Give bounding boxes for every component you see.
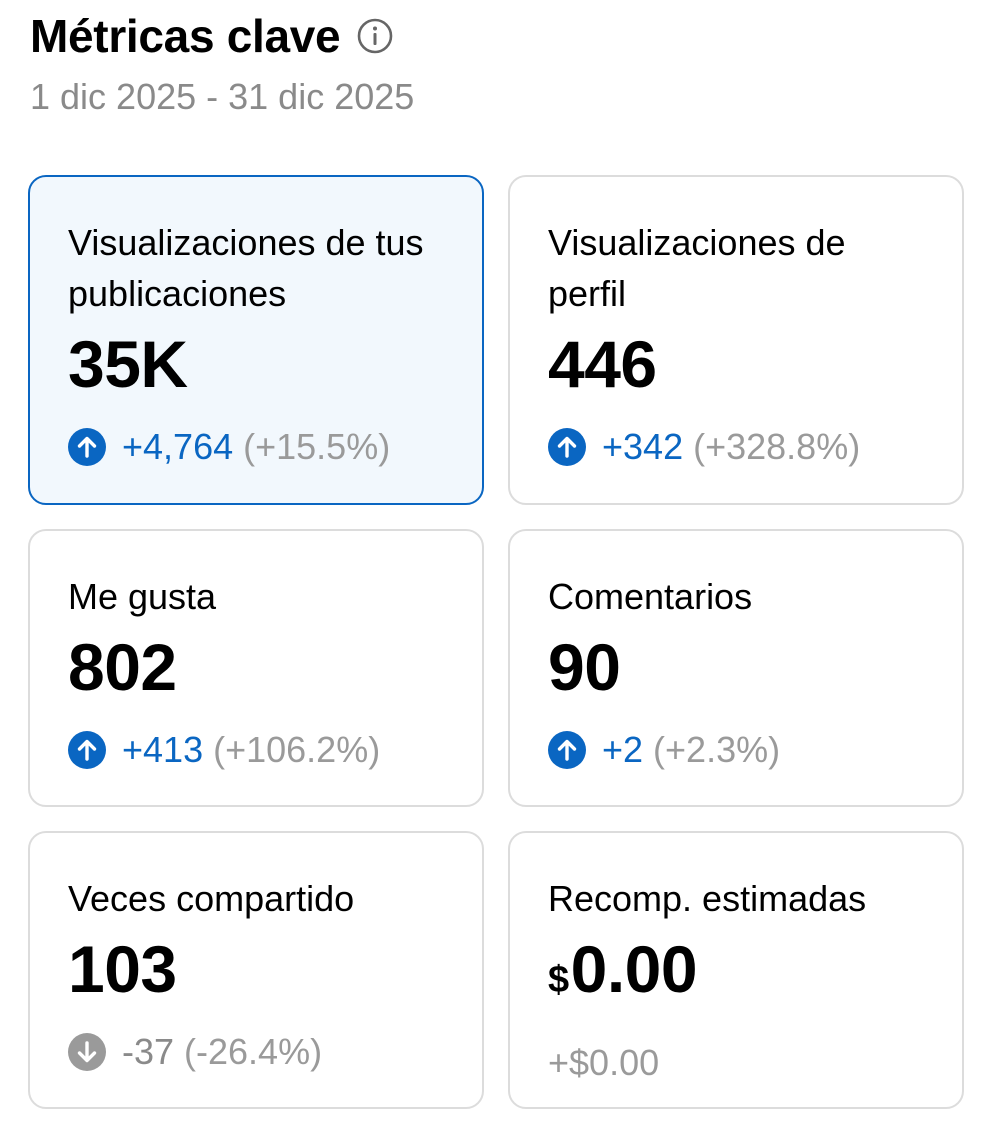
arrow-up-circle-icon <box>68 731 106 769</box>
metric-change: +4,764 (+15.5%) <box>68 425 444 469</box>
date-range: 1 dic 2025 - 31 dic 2025 <box>30 76 415 117</box>
metric-percent: (+2.3%) <box>653 729 781 770</box>
metric-percent: (+106.2%) <box>213 729 381 770</box>
metric-label: Visualizaciones de perfil <box>548 222 846 314</box>
metric-delta: +342 <box>602 426 684 467</box>
metric-label: Visualizaciones de tus publicaciones <box>68 222 424 314</box>
metric-change: +2 (+2.3%) <box>548 728 924 772</box>
metric-card-comments[interactable]: Comentarios 90 +2 (+2.3%) <box>508 529 964 807</box>
metric-value: 35K <box>68 327 188 401</box>
metric-percent: (-26.4%) <box>184 1031 323 1072</box>
metric-card-shares[interactable]: Veces compartido 103 -37 (-26.4%) <box>28 831 484 1109</box>
arrow-down-circle-icon <box>68 1033 106 1071</box>
arrow-up-circle-icon <box>548 428 586 466</box>
metric-value: 446 <box>548 327 657 401</box>
metric-card-post-views[interactable]: Visualizaciones de tus publicaciones 35K… <box>28 175 484 505</box>
arrow-up-circle-icon <box>68 428 106 466</box>
metric-value: 0.00 <box>570 932 698 1006</box>
metric-change: +413 (+106.2%) <box>68 728 444 772</box>
page-title: Métricas clave <box>30 10 341 62</box>
metric-label: Me gusta <box>68 576 217 617</box>
metric-percent: (+15.5%) <box>243 426 391 467</box>
metric-change: -37 (-26.4%) <box>68 1030 444 1074</box>
metric-delta: +$0.00 <box>548 1042 660 1083</box>
metric-value: 103 <box>68 932 177 1006</box>
metric-label: Comentarios <box>548 576 753 617</box>
metric-change: +342 (+328.8%) <box>548 425 924 469</box>
arrow-up-circle-icon <box>548 731 586 769</box>
metric-value: 802 <box>68 630 177 704</box>
metric-delta: +4,764 <box>122 426 234 467</box>
metric-delta: +2 <box>602 729 644 770</box>
header: Métricas clave 1 dic 2025 - 31 dic 2025 <box>30 6 414 118</box>
metric-value: 90 <box>548 630 621 704</box>
currency-symbol: $ <box>548 959 569 1001</box>
metric-percent: (+328.8%) <box>693 426 861 467</box>
info-icon[interactable] <box>356 17 394 55</box>
metric-label: Recomp. estimadas <box>548 878 867 919</box>
title-row: Métricas clave <box>30 6 414 66</box>
metric-delta: +413 <box>122 729 204 770</box>
metric-card-estimated-rewards[interactable]: Recomp. estimadas $0.00 +$0.00 <box>508 831 964 1109</box>
metric-label: Veces compartido <box>68 878 355 919</box>
metric-card-profile-views[interactable]: Visualizaciones de perfil 446 +342 (+328… <box>508 175 964 505</box>
metrics-grid: Visualizaciones de tus publicaciones 35K… <box>28 175 964 1109</box>
metric-change: +$0.00 <box>548 1041 924 1085</box>
metric-delta: -37 <box>122 1031 175 1072</box>
metric-value-row: $0.00 <box>548 930 924 1019</box>
metric-card-likes[interactable]: Me gusta 802 +413 (+106.2%) <box>28 529 484 807</box>
